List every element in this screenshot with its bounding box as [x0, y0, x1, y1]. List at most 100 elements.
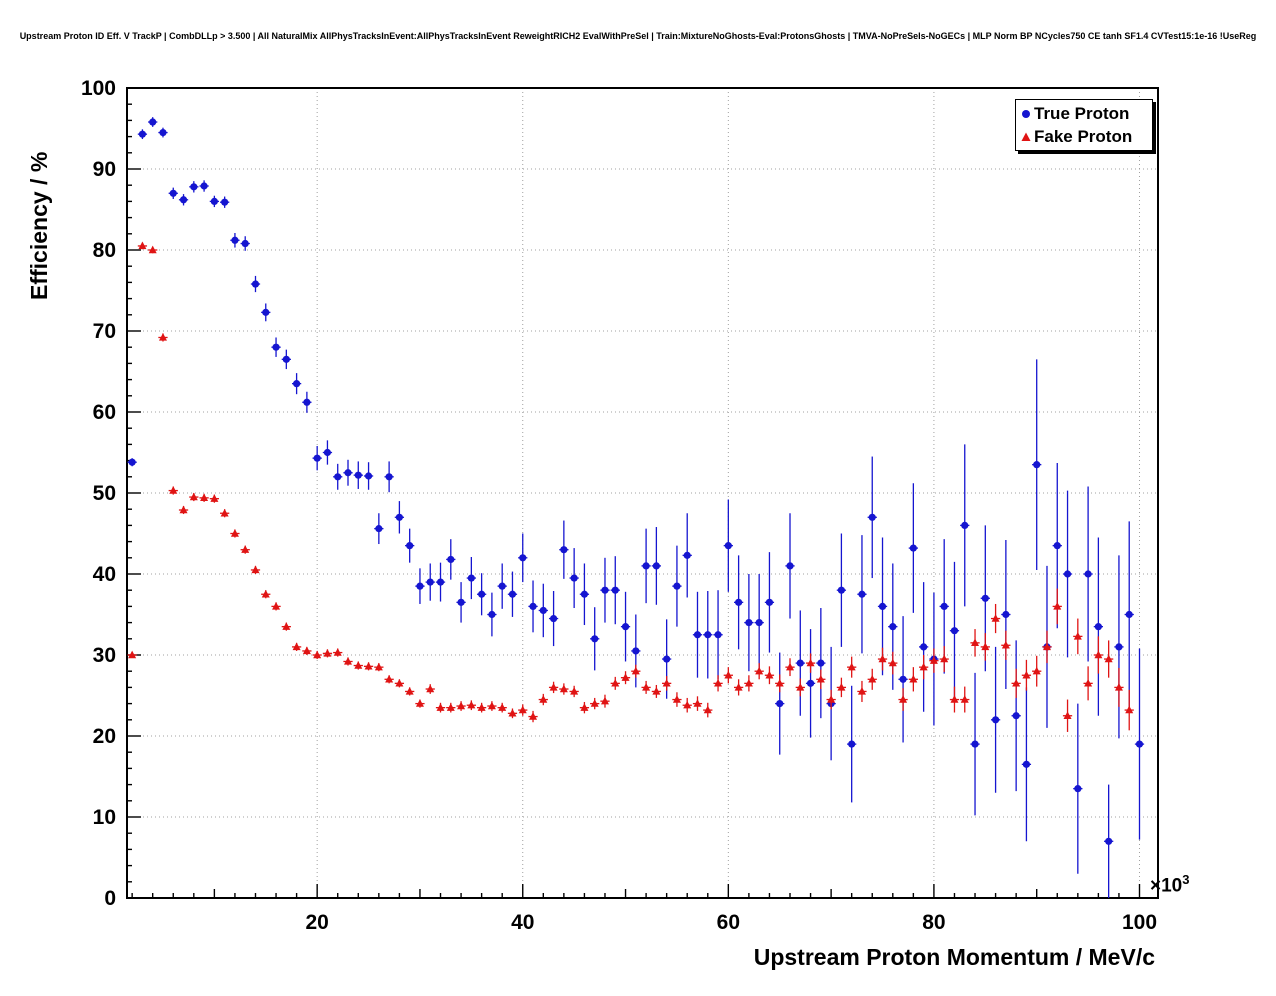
data-point [765, 598, 774, 606]
data-point [590, 699, 599, 707]
data-point [1042, 642, 1051, 651]
data-point [488, 610, 496, 619]
y-tick-label: 70 [93, 320, 116, 343]
y-axis-title: Efficiency / % [26, 151, 52, 300]
data-point [549, 614, 558, 623]
data-point [251, 280, 260, 288]
data-point [1053, 602, 1062, 610]
data-point [683, 700, 692, 709]
data-point [868, 674, 877, 683]
data-point [652, 687, 661, 695]
data-point [1022, 760, 1031, 768]
data-point [816, 674, 825, 683]
x-axis-exponent: ×103 [1150, 872, 1189, 897]
data-point [909, 674, 918, 683]
data-point [293, 380, 301, 388]
data-point [148, 245, 157, 254]
data-point [1125, 705, 1134, 714]
data-point [282, 622, 291, 630]
data-point [621, 623, 630, 631]
data-point [303, 398, 311, 406]
data-point [241, 239, 249, 248]
data-point [950, 627, 959, 635]
data-point [1084, 678, 1093, 687]
data-point [786, 562, 794, 570]
data-point [272, 343, 280, 351]
y-tick-label: 20 [93, 725, 116, 748]
data-point [827, 695, 836, 703]
data-point [1115, 643, 1123, 651]
data-point [878, 602, 887, 611]
data-point [519, 554, 527, 562]
data-point [1033, 461, 1041, 469]
data-point [210, 494, 219, 502]
data-point [487, 701, 496, 710]
data-point [190, 183, 198, 191]
data-point [889, 623, 897, 631]
circle-marker-icon [1022, 109, 1030, 118]
data-point [1001, 640, 1010, 649]
data-point [426, 684, 435, 693]
x-tick-label: 60 [717, 911, 740, 934]
data-point [529, 602, 537, 611]
data-point [878, 654, 887, 663]
data-point [868, 513, 876, 521]
data-point [642, 683, 651, 691]
data-point [128, 458, 136, 466]
data-point [457, 701, 466, 710]
data-point [857, 687, 866, 695]
data-point [899, 695, 908, 703]
data-point [539, 606, 547, 615]
series-true-proton [127, 117, 1145, 898]
data-point [477, 703, 486, 711]
plot-title: Upstream Proton ID Eff. V TrackP | CombD… [19, 31, 1257, 41]
data-point [354, 661, 363, 669]
legend-item-fake-proton: Fake Proton [1016, 125, 1152, 148]
data-point [292, 642, 301, 651]
legend-label-fake-proton: Fake Proton [1034, 127, 1133, 146]
data-point [344, 469, 352, 477]
data-point [539, 695, 548, 703]
data-point [231, 236, 239, 244]
data-point [395, 513, 403, 521]
data-point [313, 454, 321, 462]
data-point [374, 662, 383, 671]
data-point [169, 486, 178, 494]
data-point [364, 472, 373, 480]
data-point [919, 662, 928, 671]
data-point [159, 128, 167, 137]
data-point [1125, 610, 1133, 619]
data-point [929, 656, 938, 664]
data-point [1002, 610, 1010, 619]
data-point [734, 683, 743, 691]
data-point [436, 578, 445, 586]
data-point [158, 333, 167, 341]
data-point [508, 590, 517, 598]
data-point [683, 551, 691, 559]
data-point [735, 598, 743, 606]
data-point [755, 619, 763, 627]
data-point [806, 679, 815, 687]
data-point [200, 493, 209, 502]
data-point [580, 703, 589, 711]
x-tick-label: 100 [1122, 911, 1157, 934]
data-point [385, 473, 393, 481]
data-point [714, 631, 722, 639]
data-point [796, 659, 804, 667]
data-point [1074, 785, 1082, 793]
data-point [703, 705, 712, 714]
data-point [457, 598, 465, 606]
y-tick-label: 0 [104, 887, 116, 910]
data-point [899, 675, 907, 683]
data-point [282, 355, 290, 363]
data-point [570, 574, 578, 582]
data-point [1105, 837, 1113, 845]
data-point [611, 678, 620, 687]
data-point [323, 448, 332, 457]
data-point [591, 635, 599, 643]
data-point [478, 590, 486, 598]
data-point [673, 582, 681, 590]
grid-lines [127, 88, 1158, 898]
data-point [621, 673, 630, 681]
